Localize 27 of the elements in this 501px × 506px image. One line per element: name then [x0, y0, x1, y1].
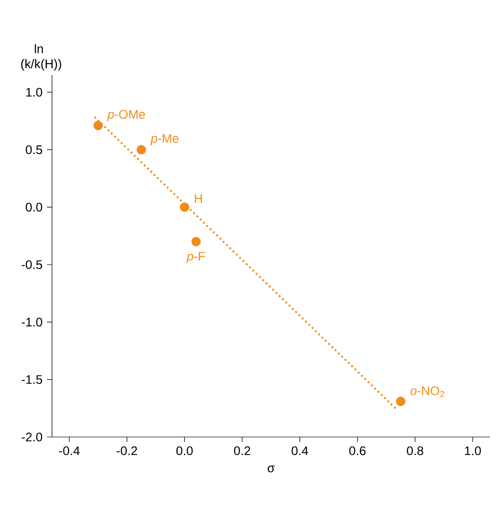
- point: [180, 202, 190, 212]
- x-tick-label: 0.6: [349, 446, 366, 456]
- x-tick-label: 0.4: [292, 446, 308, 456]
- y-tick-label: -1.5: [22, 375, 42, 384]
- y-tick-label: -2.0: [22, 432, 42, 442]
- point: [136, 145, 146, 154]
- annotation: p-OMe: [107, 110, 145, 122]
- y-tick-label: 0.0: [26, 202, 42, 212]
- x-tick-label: 1.0: [465, 446, 481, 456]
- point: [191, 236, 201, 246]
- point: [93, 120, 103, 130]
- x-tick-label: 0.8: [406, 446, 424, 456]
- y-tick-label: 0.5: [26, 145, 42, 154]
- x-tick-label: 0.0: [176, 446, 193, 456]
- y-tick-label: -0.5: [22, 260, 42, 270]
- x-axis-title: σ: [268, 466, 275, 472]
- annotation: p-F: [186, 252, 205, 264]
- y-axis-title: ln (k/k(H)): [21, 44, 62, 71]
- annotation: p-Me: [150, 134, 178, 146]
- annotation: H: [194, 194, 202, 203]
- point: [396, 396, 406, 406]
- x-tick-label: -0.2: [116, 446, 138, 456]
- annotation: o-NO$_{2}$: [410, 386, 444, 398]
- y-tick-label: -1.0: [22, 318, 42, 326]
- x-tick-label: 0.2: [234, 446, 250, 456]
- y-tick-label: 1.0: [26, 88, 42, 97]
- x-tick-label: -0.4: [59, 446, 80, 456]
